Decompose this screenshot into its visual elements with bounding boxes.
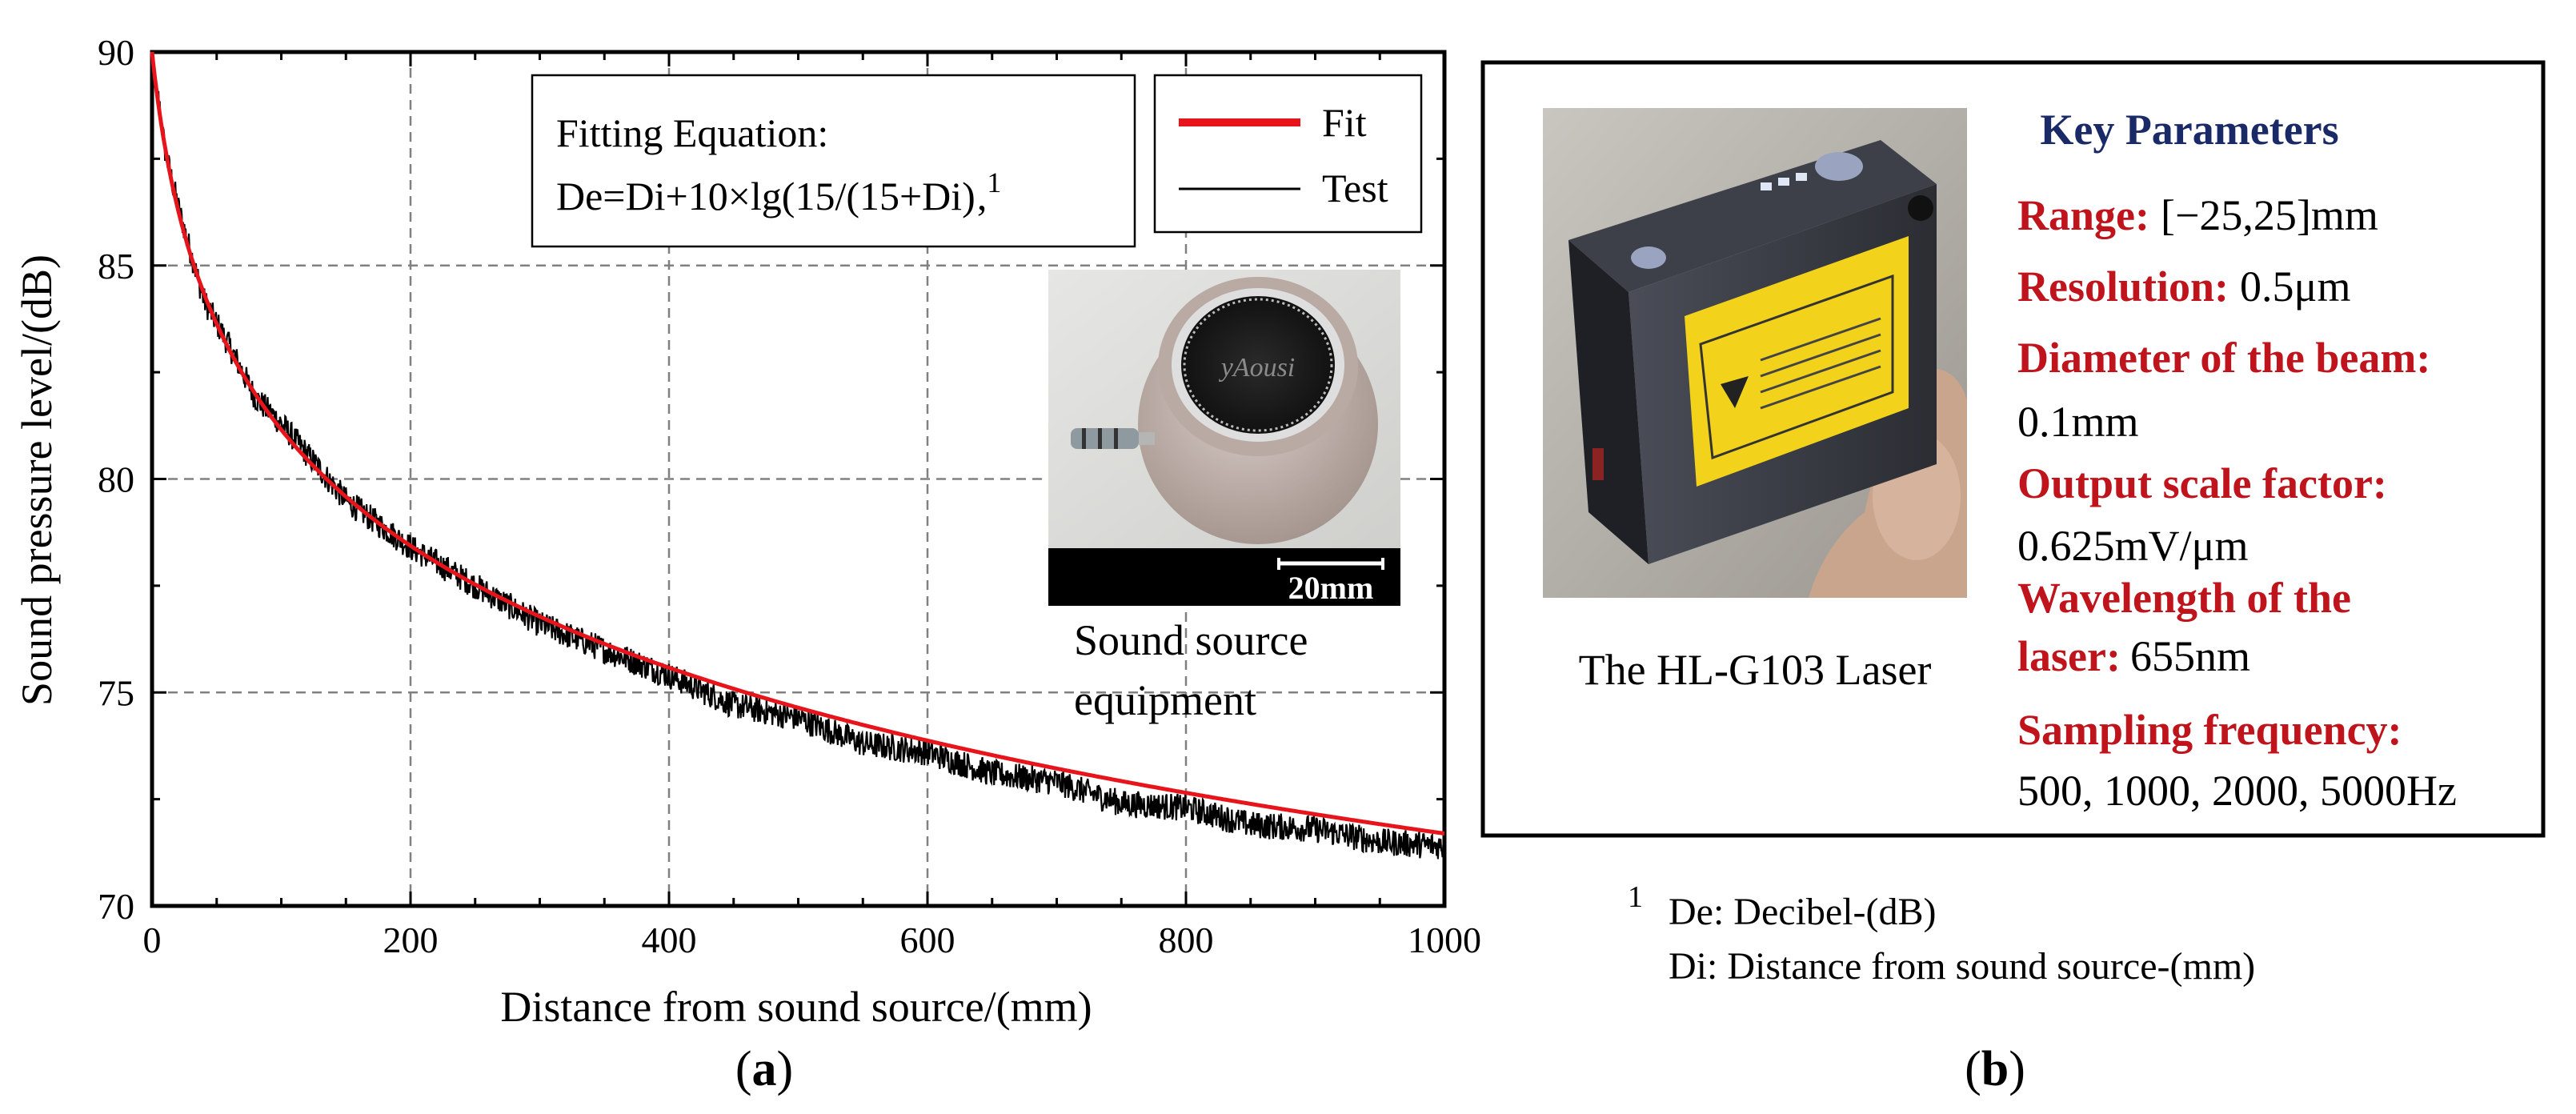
y-tick-label: 80 <box>98 459 134 500</box>
y-tick-label: 70 <box>98 886 134 927</box>
x-tick-label: 1000 <box>1408 920 1481 960</box>
param-range: Range: [−25,25]mm <box>2017 191 2378 239</box>
footnote-line1: De: Decibel-(dB) <box>1669 891 1937 933</box>
x-axis-label: Distance from sound source/(mm) <box>500 983 1092 1031</box>
test-series-line <box>150 51 1446 860</box>
y-tick-label: 85 <box>98 246 134 287</box>
inset-caption-line1: Sound source <box>1074 616 1308 664</box>
param-beam-value: 0.1mm <box>2017 398 2139 446</box>
y-tick-label: 75 <box>98 672 134 713</box>
equation-title: Fitting Equation: <box>556 110 828 155</box>
param-sampling-label: Sampling frequency: <box>2017 706 2402 754</box>
param-wavelength: laser: 655nm <box>2017 632 2250 680</box>
legend-fit-label: Fit <box>1322 100 1367 145</box>
speaker-brand-text: yAousi <box>1219 353 1296 383</box>
footnote-line2: Di: Distance from sound source-(mm) <box>1669 945 2255 988</box>
y-tick-label: 90 <box>98 32 134 73</box>
fit-series-line <box>150 51 1445 836</box>
footnote-mark: 1 <box>1628 880 1643 914</box>
param-resolution: Resolution: 0.5μm <box>2017 262 2350 311</box>
equation-box: Fitting Equation: De=Di+10×lg(15/(15+Di)… <box>531 74 1136 248</box>
param-wavelength-label: Wavelength of the <box>2017 574 2351 622</box>
param-scale-label: Output scale factor: <box>2017 459 2387 507</box>
laser-device-photo <box>1543 108 1967 598</box>
x-tick-label: 800 <box>1159 920 1214 960</box>
sound-source-inset-photo: yAousi 20mm <box>1048 270 1400 606</box>
param-sampling-value: 500, 1000, 2000, 5000Hz <box>2017 767 2457 815</box>
legend-test-label: Test <box>1322 166 1388 210</box>
x-tick-label: 600 <box>900 920 955 960</box>
equation-superscript: 1 <box>987 166 1001 198</box>
key-parameters-heading: Key Parameters <box>2040 106 2338 154</box>
param-scale-value: 0.625mV/μm <box>2017 522 2248 570</box>
panel-a-label: (a) <box>735 1042 793 1096</box>
panel-a: 0 200 400 600 800 1000 70 75 80 85 90 Sound pressu… <box>13 32 1481 1096</box>
tick-labels: 0 200 400 600 800 1000 70 75 80 85 90 <box>98 32 1481 960</box>
inset-caption-line2: equipment <box>1074 676 1256 724</box>
scale-bar-label: 20mm <box>1288 570 1374 606</box>
x-tick-label: 200 <box>383 920 439 960</box>
x-tick-label: 400 <box>642 920 697 960</box>
y-axis-label: Sound pressure level/(dB) <box>13 254 61 706</box>
plot-frame <box>150 50 1447 908</box>
series-layer <box>150 51 1446 860</box>
laser-photo-caption: The HL-G103 Laser <box>1579 646 1932 694</box>
panel-b-label: (b) <box>1965 1042 2025 1096</box>
x-tick-label: 0 <box>143 920 162 960</box>
param-beam-label: Diameter of the beam: <box>2017 334 2430 382</box>
legend: Fit Test <box>1153 74 1423 234</box>
panel-b: The HL-G103 Laser Key Parameters Range:[… <box>1480 60 2546 1096</box>
equation-formula: De=Di+10×lg(15/(15+Di),1 <box>556 166 1001 218</box>
